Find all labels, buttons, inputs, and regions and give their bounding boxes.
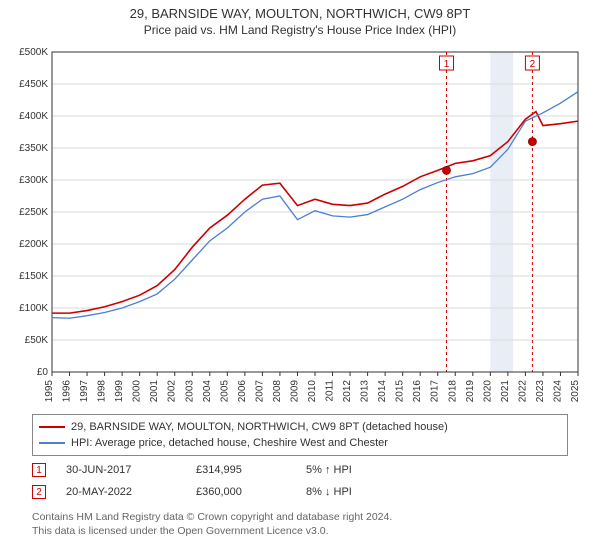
svg-text:2012: 2012 bbox=[342, 380, 353, 403]
event-price: £360,000 bbox=[196, 486, 306, 498]
svg-text:£100K: £100K bbox=[19, 303, 48, 314]
footer-line: This data is licensed under the Open Gov… bbox=[32, 524, 568, 538]
title-block: 29, BARNSIDE WAY, MOULTON, NORTHWICH, CW… bbox=[0, 0, 600, 39]
svg-text:2009: 2009 bbox=[289, 380, 300, 403]
chart-svg: £0 £50K £100K £150K £200K £250K £300K £350K £400… bbox=[10, 48, 590, 406]
event-list: 1 30-JUN-2017 £314,995 5% ↑ HPI 2 20-MAY… bbox=[32, 460, 568, 504]
svg-text:2010: 2010 bbox=[307, 380, 318, 403]
svg-text:£150K: £150K bbox=[19, 271, 48, 282]
svg-text:£350K: £350K bbox=[19, 143, 48, 154]
svg-text:2021: 2021 bbox=[500, 380, 511, 403]
svg-text:2007: 2007 bbox=[254, 380, 265, 403]
svg-text:1995: 1995 bbox=[44, 380, 55, 403]
svg-text:2024: 2024 bbox=[552, 380, 563, 403]
event-date: 20-MAY-2022 bbox=[66, 486, 196, 498]
svg-text:2: 2 bbox=[530, 59, 536, 70]
svg-text:2015: 2015 bbox=[395, 380, 406, 403]
svg-text:2003: 2003 bbox=[184, 380, 195, 403]
footer-line: Contains HM Land Registry data © Crown c… bbox=[32, 510, 568, 524]
svg-text:2018: 2018 bbox=[447, 380, 458, 403]
legend-item: HPI: Average price, detached house, Ches… bbox=[39, 435, 561, 451]
chart-title: 29, BARNSIDE WAY, MOULTON, NORTHWICH, CW… bbox=[10, 6, 590, 21]
svg-text:2020: 2020 bbox=[482, 380, 493, 403]
svg-text:1997: 1997 bbox=[79, 380, 90, 403]
svg-text:£200K: £200K bbox=[19, 239, 48, 250]
legend-label: HPI: Average price, detached house, Ches… bbox=[71, 437, 388, 449]
svg-text:2001: 2001 bbox=[149, 380, 160, 403]
svg-text:2006: 2006 bbox=[237, 380, 248, 403]
svg-text:£400K: £400K bbox=[19, 111, 48, 122]
chart-container: 29, BARNSIDE WAY, MOULTON, NORTHWICH, CW… bbox=[0, 0, 600, 560]
chart-subtitle: Price paid vs. HM Land Registry's House … bbox=[10, 23, 590, 37]
svg-text:2002: 2002 bbox=[167, 380, 178, 403]
svg-text:2013: 2013 bbox=[360, 380, 371, 403]
svg-text:£450K: £450K bbox=[19, 79, 48, 90]
svg-text:£250K: £250K bbox=[19, 207, 48, 218]
svg-text:2005: 2005 bbox=[219, 380, 230, 403]
legend-label: 29, BARNSIDE WAY, MOULTON, NORTHWICH, CW… bbox=[71, 421, 448, 433]
chart-area: £0 £50K £100K £150K £200K £250K £300K £350K £400… bbox=[10, 48, 590, 406]
event-delta: 5% ↑ HPI bbox=[306, 464, 568, 476]
svg-text:£50K: £50K bbox=[25, 335, 49, 346]
svg-text:£500K: £500K bbox=[19, 48, 48, 58]
svg-text:2004: 2004 bbox=[202, 380, 213, 403]
event-delta: 8% ↓ HPI bbox=[306, 486, 568, 498]
svg-text:2019: 2019 bbox=[465, 380, 476, 403]
svg-text:£0: £0 bbox=[37, 367, 49, 378]
svg-text:2022: 2022 bbox=[517, 380, 528, 403]
svg-text:£300K: £300K bbox=[19, 175, 48, 186]
footer: Contains HM Land Registry data © Crown c… bbox=[32, 510, 568, 538]
legend-swatch bbox=[39, 442, 65, 444]
legend-swatch bbox=[39, 426, 65, 428]
svg-text:1999: 1999 bbox=[114, 380, 125, 403]
event-row: 2 20-MAY-2022 £360,000 8% ↓ HPI bbox=[32, 482, 568, 502]
svg-text:1998: 1998 bbox=[97, 380, 108, 403]
event-date: 30-JUN-2017 bbox=[66, 464, 196, 476]
svg-text:2011: 2011 bbox=[325, 380, 336, 402]
svg-text:2000: 2000 bbox=[132, 380, 143, 403]
svg-text:1: 1 bbox=[444, 59, 450, 70]
event-marker-icon: 1 bbox=[32, 463, 46, 477]
event-row: 1 30-JUN-2017 £314,995 5% ↑ HPI bbox=[32, 460, 568, 480]
svg-text:2014: 2014 bbox=[377, 380, 388, 403]
svg-text:2017: 2017 bbox=[430, 380, 441, 403]
event-marker-icon: 2 bbox=[32, 485, 46, 499]
legend-item: 29, BARNSIDE WAY, MOULTON, NORTHWICH, CW… bbox=[39, 419, 561, 435]
svg-text:2025: 2025 bbox=[570, 380, 581, 403]
svg-text:2023: 2023 bbox=[535, 380, 546, 403]
svg-text:2016: 2016 bbox=[412, 380, 423, 403]
legend: 29, BARNSIDE WAY, MOULTON, NORTHWICH, CW… bbox=[32, 414, 568, 456]
svg-text:1996: 1996 bbox=[62, 380, 73, 403]
event-price: £314,995 bbox=[196, 464, 306, 476]
svg-text:2008: 2008 bbox=[272, 380, 283, 403]
